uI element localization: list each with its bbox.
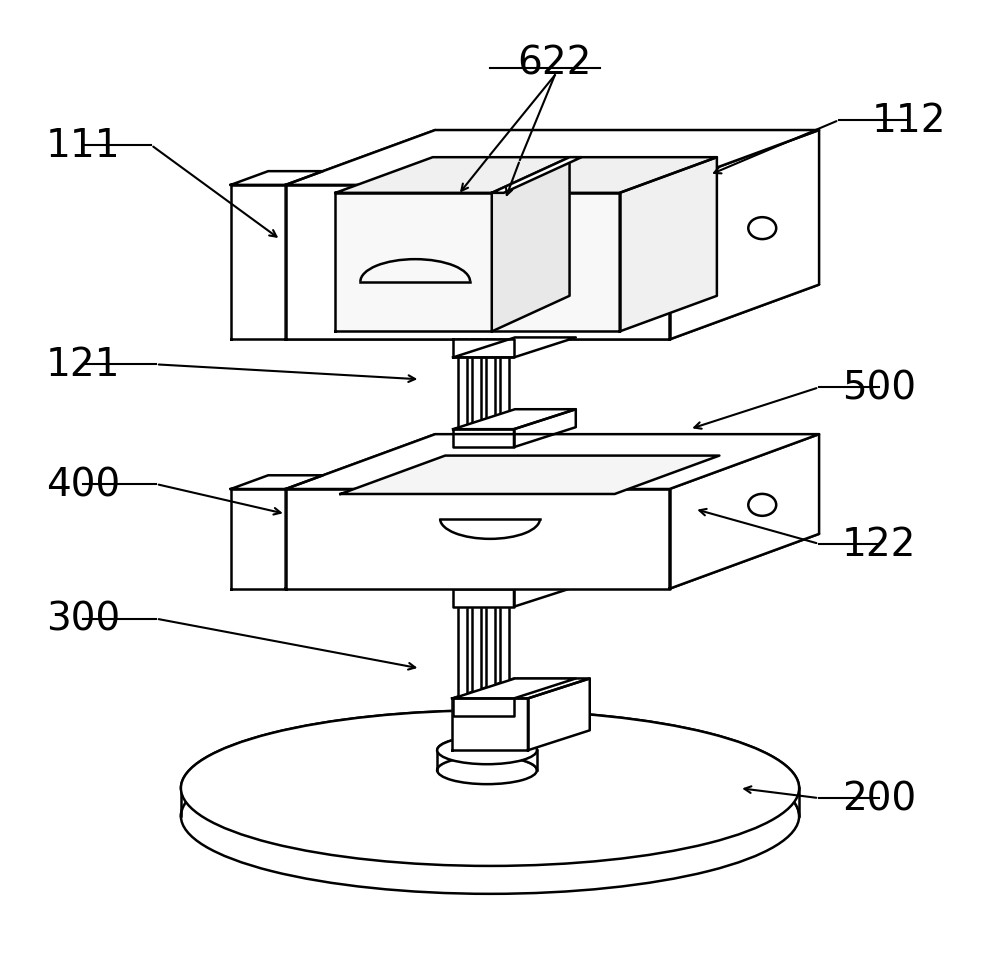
Text: 111: 111 xyxy=(46,127,120,165)
Text: 622: 622 xyxy=(518,44,592,82)
Polygon shape xyxy=(453,589,514,607)
Polygon shape xyxy=(453,679,576,699)
Polygon shape xyxy=(335,193,620,332)
Polygon shape xyxy=(231,476,323,489)
Ellipse shape xyxy=(181,739,799,894)
Polygon shape xyxy=(514,409,576,447)
Polygon shape xyxy=(286,435,435,589)
Polygon shape xyxy=(340,456,719,494)
Polygon shape xyxy=(231,489,286,589)
Polygon shape xyxy=(286,534,819,589)
Ellipse shape xyxy=(437,756,537,785)
Polygon shape xyxy=(453,699,514,716)
Polygon shape xyxy=(453,340,514,358)
Polygon shape xyxy=(286,131,819,186)
Polygon shape xyxy=(286,285,819,340)
Polygon shape xyxy=(231,186,286,340)
Text: 122: 122 xyxy=(842,526,916,564)
Text: 400: 400 xyxy=(46,465,120,503)
Text: 500: 500 xyxy=(842,369,916,406)
Polygon shape xyxy=(452,699,528,750)
Polygon shape xyxy=(286,186,670,340)
Ellipse shape xyxy=(181,710,799,866)
Polygon shape xyxy=(231,172,323,186)
Polygon shape xyxy=(286,489,670,589)
Polygon shape xyxy=(486,340,495,430)
Polygon shape xyxy=(514,570,576,607)
Polygon shape xyxy=(492,158,582,193)
Polygon shape xyxy=(500,589,509,699)
Polygon shape xyxy=(458,340,467,430)
Text: 112: 112 xyxy=(872,102,946,140)
Text: 300: 300 xyxy=(46,600,120,638)
Ellipse shape xyxy=(437,737,537,764)
Polygon shape xyxy=(670,435,819,589)
Polygon shape xyxy=(453,430,514,447)
Polygon shape xyxy=(500,340,509,430)
Polygon shape xyxy=(453,338,576,358)
Polygon shape xyxy=(458,589,467,699)
Polygon shape xyxy=(335,158,717,193)
Polygon shape xyxy=(286,435,819,489)
Polygon shape xyxy=(286,131,435,340)
Polygon shape xyxy=(453,409,576,430)
Text: 121: 121 xyxy=(46,346,120,384)
Polygon shape xyxy=(452,679,590,699)
Polygon shape xyxy=(453,570,576,589)
Polygon shape xyxy=(492,158,570,332)
Ellipse shape xyxy=(748,494,776,516)
Text: 200: 200 xyxy=(842,780,916,818)
Polygon shape xyxy=(486,589,495,699)
Polygon shape xyxy=(472,589,481,699)
Polygon shape xyxy=(528,679,590,750)
Ellipse shape xyxy=(748,218,776,240)
Polygon shape xyxy=(670,131,819,340)
Polygon shape xyxy=(620,158,717,332)
Polygon shape xyxy=(472,340,481,430)
